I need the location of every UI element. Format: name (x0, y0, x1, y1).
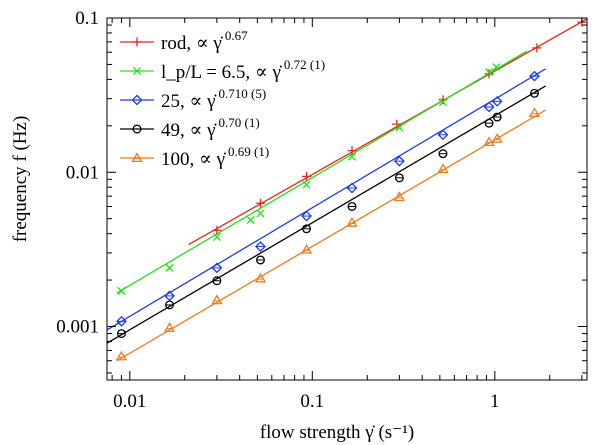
data-point-series-2-0 (116, 315, 127, 327)
data-point-series-2-4 (301, 210, 312, 222)
data-point-series-0-7 (532, 43, 542, 53)
plot-frame (106, 17, 588, 381)
data-point-series-1-10 (492, 63, 501, 72)
legend-entry-1: l_p/L = 6.5, ∝ γ̇ 0.72 (1) (120, 57, 325, 83)
data-point-series-3-2 (212, 276, 222, 286)
legend-label-2: 25, ∝ γ̇ (161, 91, 218, 112)
legend-marker-4 (131, 152, 143, 163)
data-point-series-2-6 (393, 155, 405, 167)
y-tick-label-1: 0.01 (66, 162, 99, 183)
data-point-series-0-1 (255, 198, 265, 208)
data-point-series-1-5 (302, 180, 311, 189)
legend-label-4: 100, ∝ γ̇ (161, 149, 227, 170)
data-point-series-0-0 (212, 225, 222, 235)
data-point-series-1-2 (212, 233, 221, 242)
data-point-series-4-2 (211, 294, 223, 305)
data-point-series-3-7 (438, 149, 448, 159)
legend-entry-2: 25, ∝ γ̇ 0.710 (5) (120, 86, 266, 112)
data-point-series-4-6 (393, 191, 406, 202)
legend-label-3: 49, ∝ γ̇ (161, 120, 218, 141)
data-point-series-1-1 (165, 263, 174, 272)
data-point-series-2-7 (437, 129, 449, 141)
legend-exponent-2: 0.710 (5) (219, 86, 267, 101)
data-point-series-3-4 (302, 224, 312, 234)
data-point-series-3-10 (530, 88, 539, 98)
fit-line-series-0 (188, 18, 587, 246)
legend-exponent-0: 0.67 (225, 28, 248, 43)
data-point-series-4-7 (437, 163, 449, 174)
data-point-series-3-6 (394, 173, 404, 183)
legend-entry-4: 100, ∝ γ̇ 0.69 (1) (120, 144, 269, 170)
fit-line-series-1 (116, 50, 528, 294)
legend-exponent-3: 0.70 (1) (219, 115, 260, 130)
axes: 0.01 0.1 1 0.001 0.01 0.1 flow strength γ̇ (s⁻… (10, 8, 588, 443)
legend: rod, ∝ γ̇ 0.67 l_p/L = 6.5, ∝ γ̇ 0.72 (1) 25… (120, 28, 325, 170)
data-point-series-4-8 (483, 136, 495, 147)
data-point-series-1-4 (256, 209, 265, 218)
data-point-series-3-9 (492, 112, 502, 122)
fit-line-series-4 (116, 109, 547, 362)
data-point-series-1-0 (117, 286, 126, 296)
x-tick-label-0: 0.01 (113, 391, 146, 412)
fit-line-series-2 (107, 68, 547, 331)
data-point-series-2-10 (529, 70, 540, 82)
legend-exponent-1: 0.72 (1) (284, 57, 325, 72)
data-point-series-3-0 (116, 329, 126, 339)
legend-marker-3 (132, 124, 142, 134)
data-point-series-0-2 (302, 171, 312, 181)
y-tick-label-0: 0.001 (56, 317, 99, 338)
data-point-series-3-1 (165, 300, 174, 310)
data-point-series-1-7 (395, 123, 404, 132)
x-axis-label: flow strength γ̇ (s⁻¹) (260, 422, 414, 443)
legend-marker-0 (132, 37, 142, 47)
x-tick-label-1: 0.1 (300, 391, 324, 412)
legend-label-0: rod, ∝ γ̇ (161, 33, 224, 54)
data-point-series-1-9 (484, 68, 494, 77)
y-axis-label: frequency f (Hz) (10, 116, 31, 243)
data-point-series-3-3 (255, 255, 265, 265)
data-point-series-0-3 (347, 146, 357, 156)
y-tick-label-2: 0.1 (75, 8, 99, 29)
data-point-series-4-4 (300, 243, 313, 254)
data-point-series-4-10 (528, 107, 541, 118)
x-tick-label-2: 1 (490, 391, 500, 412)
data-point-series-4-1 (163, 322, 176, 332)
legend-label-1: l_p/L = 6.5, ∝ γ̇ (161, 62, 283, 83)
data-point-series-2-8 (483, 101, 495, 113)
data-point-series-0-6 (484, 69, 494, 79)
fit-lines (107, 18, 587, 362)
legend-entry-3: 49, ∝ γ̇ 0.70 (1) (120, 115, 260, 141)
fit-line-series-3 (107, 85, 547, 344)
data-point-series-4-9 (491, 132, 503, 143)
data-point-series-3-5 (347, 201, 357, 211)
data-point-series-2-9 (491, 95, 503, 107)
legend-marker-2 (131, 94, 143, 106)
data-point-series-4-0 (115, 350, 128, 361)
legend-marker-1 (132, 66, 142, 76)
data-point-series-2-3 (255, 241, 266, 252)
data-point-series-1-3 (246, 215, 255, 225)
data-point-series-1-8 (438, 98, 448, 107)
data-point-series-1-6 (347, 152, 357, 161)
data-point-series-2-2 (211, 262, 223, 274)
data-points (115, 18, 587, 361)
legend-entry-0: rod, ∝ γ̇ 0.67 (120, 28, 248, 54)
legend-exponent-4: 0.69 (1) (228, 144, 269, 159)
data-point-series-3-8 (484, 118, 494, 128)
data-point-series-2-1 (164, 290, 175, 302)
data-point-series-2-5 (346, 182, 358, 194)
data-point-series-4-3 (254, 272, 267, 283)
data-point-series-4-5 (346, 217, 358, 227)
